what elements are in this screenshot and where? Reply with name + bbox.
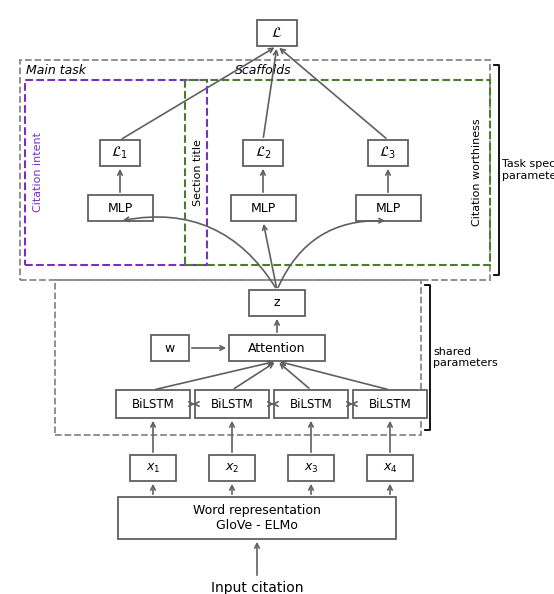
- Bar: [151, 335, 189, 361]
- Bar: [25, 80, 207, 265]
- Text: z: z: [274, 296, 280, 309]
- Bar: [356, 195, 420, 221]
- Bar: [353, 390, 427, 418]
- Text: Scaffolds: Scaffolds: [235, 64, 291, 77]
- Bar: [368, 140, 408, 166]
- Text: MLP: MLP: [250, 201, 276, 214]
- Bar: [249, 290, 305, 316]
- Bar: [288, 455, 334, 481]
- Text: $\mathcal{L}_3$: $\mathcal{L}_3$: [379, 145, 397, 161]
- Text: $\mathcal{L}_1$: $\mathcal{L}_1$: [111, 145, 129, 161]
- Text: Citation worthiness: Citation worthiness: [472, 119, 482, 226]
- Bar: [195, 390, 269, 418]
- Text: Attention: Attention: [248, 342, 306, 355]
- Text: $x_4$: $x_4$: [383, 462, 397, 475]
- Text: $x_2$: $x_2$: [225, 462, 239, 475]
- Text: MLP: MLP: [107, 201, 132, 214]
- Text: $x_3$: $x_3$: [304, 462, 319, 475]
- Text: Input citation: Input citation: [211, 581, 303, 594]
- Text: $\mathcal{L}_2$: $\mathcal{L}_2$: [254, 145, 271, 161]
- Text: Section title: Section title: [193, 139, 203, 206]
- Bar: [118, 497, 396, 539]
- Text: $\mathcal{L}$: $\mathcal{L}$: [271, 26, 283, 40]
- Text: Citation intent: Citation intent: [33, 132, 43, 213]
- Bar: [100, 140, 140, 166]
- Text: Word representation
GloVe - ELMo: Word representation GloVe - ELMo: [193, 504, 321, 532]
- Bar: [274, 390, 348, 418]
- Text: BiLSTM: BiLSTM: [132, 397, 175, 410]
- Text: BiLSTM: BiLSTM: [290, 397, 332, 410]
- Bar: [185, 80, 490, 265]
- Text: BiLSTM: BiLSTM: [368, 397, 412, 410]
- Bar: [367, 455, 413, 481]
- Bar: [209, 455, 255, 481]
- Bar: [88, 195, 152, 221]
- Text: w: w: [165, 342, 175, 355]
- Bar: [130, 455, 176, 481]
- Bar: [243, 140, 283, 166]
- Bar: [257, 20, 297, 46]
- Text: shared
parameters: shared parameters: [433, 347, 497, 368]
- Bar: [55, 280, 421, 435]
- Bar: [20, 60, 490, 280]
- Text: $x_1$: $x_1$: [146, 462, 160, 475]
- Bar: [116, 390, 190, 418]
- Bar: [229, 335, 325, 361]
- Text: MLP: MLP: [376, 201, 401, 214]
- Text: Task specific
parameters: Task specific parameters: [502, 159, 554, 181]
- Bar: [230, 195, 295, 221]
- Text: BiLSTM: BiLSTM: [211, 397, 253, 410]
- Text: Main task: Main task: [26, 64, 86, 77]
